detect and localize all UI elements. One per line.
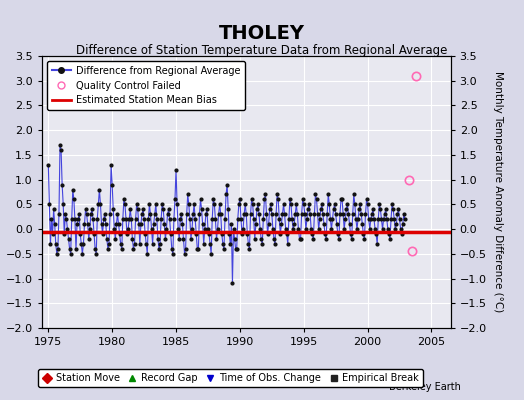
Legend: Difference from Regional Average, Quality Control Failed, Estimated Station Mean: Difference from Regional Average, Qualit…: [47, 61, 245, 110]
Text: Berkeley Earth: Berkeley Earth: [389, 382, 461, 392]
Y-axis label: Monthly Temperature Anomaly Difference (°C): Monthly Temperature Anomaly Difference (…: [494, 71, 504, 313]
Text: Difference of Station Temperature Data from Regional Average: Difference of Station Temperature Data f…: [77, 44, 447, 57]
Legend: Station Move, Record Gap, Time of Obs. Change, Empirical Break: Station Move, Record Gap, Time of Obs. C…: [38, 369, 423, 387]
Text: THOLEY: THOLEY: [219, 24, 305, 43]
